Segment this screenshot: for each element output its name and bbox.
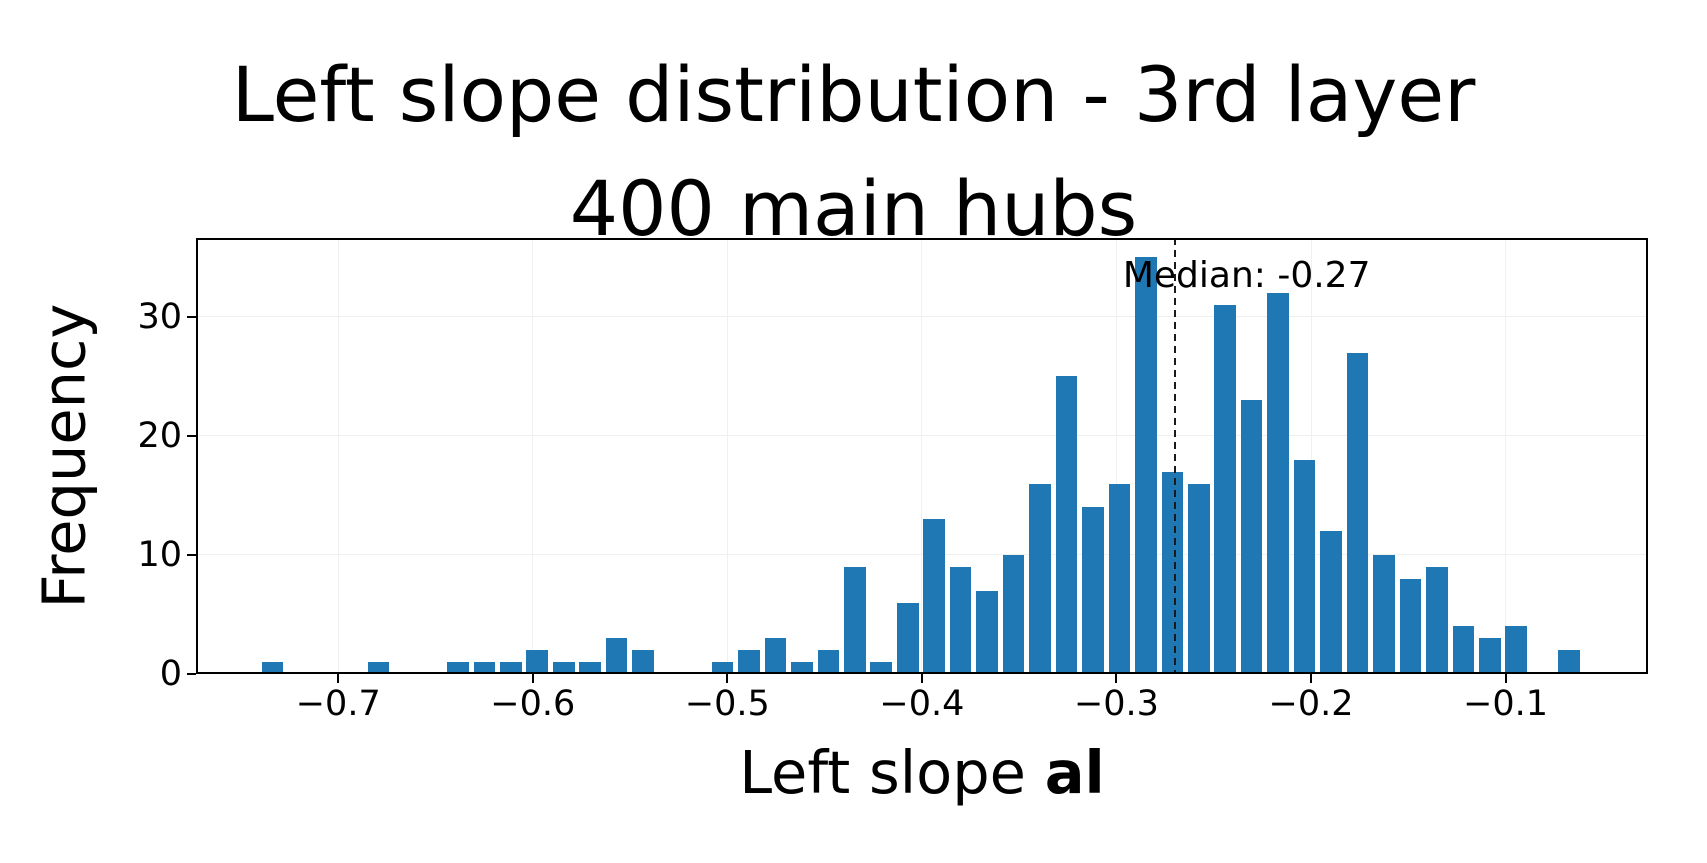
chart-title-line1: Left slope distribution - 3rd layer [231, 50, 1476, 139]
histogram-bar [870, 662, 893, 674]
histogram-bar [579, 662, 601, 674]
histogram-bar [1479, 638, 1501, 674]
histogram-bar [896, 602, 919, 674]
x-tick-mark [1504, 674, 1507, 683]
y-tick-mark [187, 553, 196, 556]
histogram-bar [1452, 626, 1475, 674]
histogram-bar [1505, 626, 1528, 674]
x-axis-label-symbol: al [1044, 738, 1105, 807]
y-gridline [196, 316, 1648, 318]
histogram-bar [711, 662, 734, 674]
histogram-bar [791, 662, 813, 674]
x-tick-label: −0.6 [490, 684, 576, 724]
histogram-bar [605, 638, 628, 674]
histogram-bar [1346, 352, 1369, 674]
x-gridline [1115, 238, 1117, 674]
x-gridline [337, 238, 339, 674]
median-label: Median: -0.27 [1122, 255, 1371, 296]
y-gridline [196, 554, 1648, 556]
histogram-bar [1161, 471, 1184, 674]
histogram-bar [1108, 483, 1131, 674]
histogram-bar [261, 662, 284, 674]
histogram-bar [1558, 650, 1581, 674]
y-tick-label: 20 [137, 415, 182, 456]
x-tick-mark [531, 674, 534, 683]
histogram-bar [1293, 459, 1316, 674]
histogram-bar [1240, 400, 1263, 674]
x-gridline [532, 238, 534, 674]
x-gridline [921, 238, 923, 674]
histogram-bar [367, 662, 390, 674]
x-tick-mark [726, 674, 729, 683]
histogram-bar [526, 650, 549, 674]
histogram-bar [949, 566, 972, 674]
histogram-bar [843, 566, 866, 674]
x-gridline [726, 238, 728, 674]
y-tick-mark [187, 434, 196, 437]
histogram-bar [976, 590, 998, 674]
y-gridline [196, 435, 1648, 437]
histogram-bar [1373, 554, 1395, 674]
x-tick-label: −0.7 [295, 684, 381, 724]
histogram-bar [1426, 566, 1448, 674]
y-tick-mark [187, 673, 196, 675]
chart-title: Left slope distribution - 3rd layer 400 … [0, 38, 1707, 266]
x-gridline [1505, 238, 1507, 674]
histogram-bar [764, 638, 787, 674]
histogram-bar [738, 650, 760, 674]
y-tick-label: 0 [159, 654, 182, 694]
histogram-bar [1267, 293, 1289, 674]
histogram-bar [1082, 507, 1104, 674]
histogram-bar [447, 662, 469, 674]
x-tick-mark [1115, 674, 1118, 683]
x-axis-label-text: Left slope [739, 738, 1045, 807]
histogram-bar [1002, 554, 1025, 674]
histogram-bar [473, 662, 496, 674]
histogram-bar [1135, 257, 1157, 674]
right-spine [1646, 238, 1648, 674]
plot-area: −0.7 −0.6 −0.5 −0.4 −0.3 −0.2 −0.1 0 10 20 30 Medi… [137, 238, 1648, 724]
left-spine [196, 238, 198, 674]
histogram-bar [552, 662, 575, 674]
x-tick-label: −0.2 [1268, 684, 1354, 724]
histogram-bar [632, 650, 654, 674]
x-axis-label: Left slope al [196, 738, 1648, 807]
histogram-bar [1214, 304, 1237, 674]
histogram-bar [1029, 483, 1051, 674]
x-tick-mark [337, 674, 340, 683]
y-tick-label: 10 [137, 534, 182, 575]
x-tick-label: −0.1 [1463, 684, 1549, 724]
histogram-bar [499, 662, 522, 674]
histogram-bar [1187, 483, 1210, 674]
bottom-spine [196, 672, 1648, 674]
x-tick-label: −0.4 [879, 684, 965, 724]
median-line [1173, 238, 1176, 674]
x-tick-label: −0.5 [684, 684, 770, 724]
histogram-bar [1399, 578, 1422, 674]
histogram-bar [1055, 376, 1078, 674]
x-gridline [1310, 238, 1312, 674]
histogram-bar [923, 519, 945, 674]
x-tick-mark [920, 674, 923, 683]
histogram-bar [817, 650, 840, 674]
x-tick-mark [1310, 674, 1313, 683]
x-tick-label: −0.3 [1073, 684, 1159, 724]
histogram-bar [1320, 531, 1342, 674]
y-tick-mark [187, 315, 196, 318]
y-tick-label: 30 [137, 296, 182, 337]
top-spine [196, 238, 1648, 240]
